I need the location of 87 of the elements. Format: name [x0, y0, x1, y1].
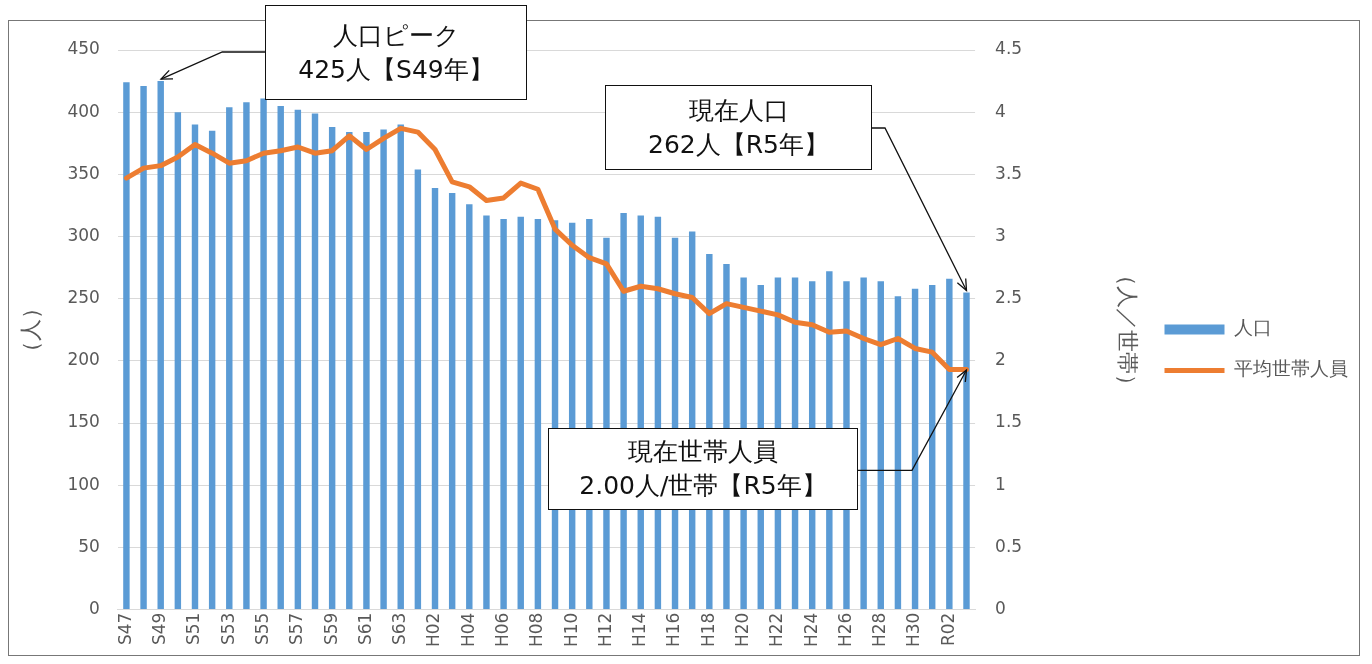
bar: [534, 219, 542, 610]
y-axis-title: （人）: [17, 296, 43, 363]
bar: [414, 169, 422, 610]
x-tick-label: R02: [937, 612, 958, 647]
bar: [431, 188, 439, 610]
y-tick-label: 0: [89, 598, 100, 619]
y2-tick-label: 0: [995, 598, 1006, 619]
bar: [328, 127, 336, 610]
annotation: 現在世帯人員 2.00人/世帯【R5年】: [579, 436, 827, 502]
x-tick-label: S53: [217, 612, 238, 646]
y2-tick-label: 3.5: [995, 162, 1023, 183]
y2-tick-label: 2: [995, 349, 1006, 370]
x-tick-label: H06: [492, 612, 513, 648]
x-tick-label: S47: [114, 612, 135, 646]
bar: [380, 129, 387, 610]
x-tick-label: H30: [903, 612, 924, 648]
callout-box: 現在世帯人員 2.00人/世帯【R5年】: [548, 428, 858, 510]
y2-tick-label: 0.5: [995, 535, 1023, 556]
bar: [363, 132, 370, 610]
y2-tick-label: 2.5: [995, 287, 1023, 308]
y-tick-label: 200: [67, 349, 100, 370]
bar: [928, 285, 936, 610]
x-tick-label: H04: [457, 612, 478, 648]
callout-box: 現在人口 262人【R5年】: [605, 85, 872, 170]
bar: [877, 281, 884, 610]
bar: [157, 81, 164, 610]
x-tick-label: H14: [629, 612, 650, 648]
x-tick-label: H18: [697, 612, 718, 648]
bar: [226, 107, 233, 610]
x-tick-label: H16: [663, 612, 684, 648]
x-tick-label: H26: [834, 612, 855, 648]
bar: [963, 292, 970, 610]
bar: [123, 82, 130, 610]
legend-label: 平均世帯人員: [1234, 357, 1348, 380]
x-tick-label: H02: [423, 612, 444, 648]
bar: [243, 102, 250, 610]
bar: [397, 124, 404, 610]
x-tick-label: H22: [766, 612, 787, 648]
legend-label: 人口: [1234, 316, 1272, 339]
bar: [294, 109, 302, 610]
y-tick-label: 350: [67, 162, 100, 183]
bar: [277, 105, 284, 610]
bar: [140, 86, 147, 610]
y2-tick-label: 4.5: [995, 38, 1023, 59]
y-tick-label: 100: [67, 473, 100, 494]
bar: [260, 98, 267, 610]
bar: [448, 193, 456, 610]
y2-tick-label: 4: [995, 100, 1006, 121]
bar: [174, 112, 182, 610]
bar: [483, 215, 490, 610]
y2-tick-label: 1: [995, 473, 1006, 494]
x-tick-label: S57: [286, 612, 307, 646]
annotation: 人口ピーク 425人【S49年】: [298, 19, 494, 86]
bar: [208, 130, 216, 610]
x-tick-label: H24: [800, 612, 821, 648]
x-tick-label: H20: [732, 612, 753, 648]
bar: [191, 124, 199, 610]
bar: [946, 278, 953, 610]
y-tick-label: 150: [67, 411, 100, 432]
annotation: 現在人口 262人【R5年】: [648, 94, 829, 161]
x-tick-label: S51: [183, 612, 204, 646]
callout-box: 人口ピーク 425人【S49年】: [265, 5, 527, 100]
bar: [311, 113, 319, 610]
bar: [860, 277, 867, 610]
bar: [517, 216, 524, 610]
y2-axis-title: （人／世帯）: [1114, 263, 1140, 396]
x-tick-label: S55: [252, 612, 272, 646]
bar: [346, 132, 353, 610]
x-tick-label: H28: [869, 612, 890, 648]
y2-tick-label: 1.5: [995, 411, 1023, 432]
x-tick-label: S61: [354, 612, 375, 646]
x-tick-label: S59: [320, 612, 341, 646]
x-tick-label: S49: [149, 612, 170, 646]
x-tick-label: H08: [526, 612, 547, 648]
bar: [894, 296, 902, 610]
y-tick-label: 450: [67, 38, 100, 59]
x-tick-label: H12: [594, 612, 615, 648]
y2-tick-label: 3: [995, 224, 1006, 245]
y-tick-label: 250: [67, 287, 100, 308]
x-tick-label: H10: [560, 612, 581, 648]
y-tick-label: 400: [67, 100, 100, 121]
bar: [466, 204, 473, 610]
bar: [500, 219, 507, 610]
bar: [911, 288, 919, 610]
y-tick-label: 300: [67, 224, 100, 245]
y-tick-label: 50: [78, 535, 100, 556]
x-tick-label: S63: [389, 612, 410, 646]
